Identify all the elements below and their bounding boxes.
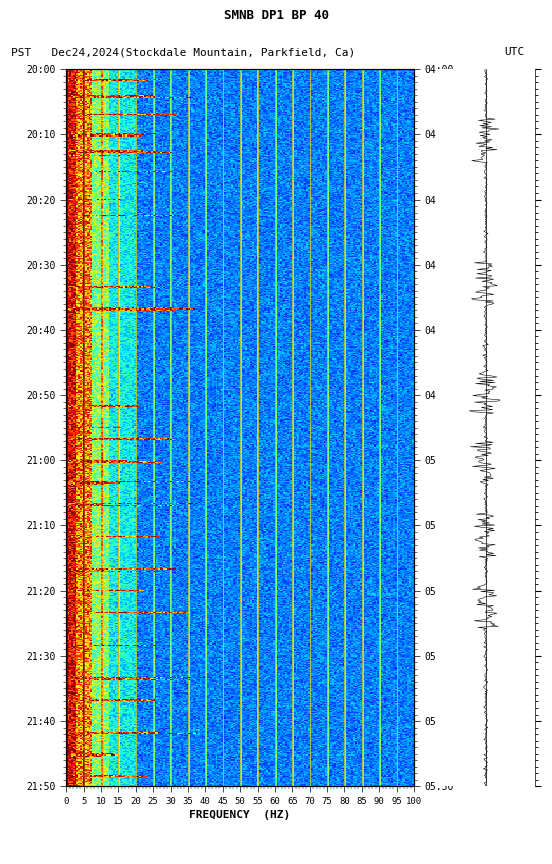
Text: UTC: UTC (504, 48, 524, 57)
Text: SMNB DP1 BP 40: SMNB DP1 BP 40 (224, 10, 328, 22)
X-axis label: FREQUENCY  (HZ): FREQUENCY (HZ) (189, 810, 291, 820)
Text: PST   Dec24,2024(Stockdale Mountain, Parkfield, Ca): PST Dec24,2024(Stockdale Mountain, Parkf… (11, 48, 355, 57)
